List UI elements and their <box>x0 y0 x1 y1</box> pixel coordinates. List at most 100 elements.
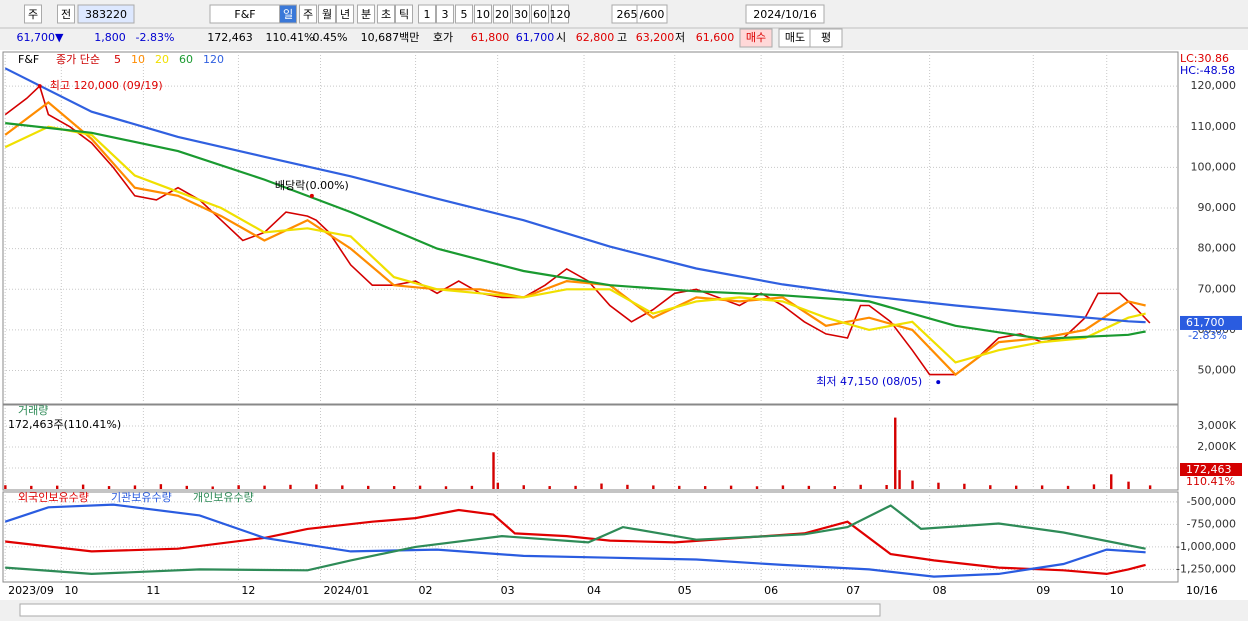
toolbar-button[interactable] <box>279 4 297 24</box>
quote-field: 1,800 <box>94 31 126 44</box>
toolbar-label: 20 <box>495 8 509 21</box>
volume-bar <box>392 486 396 489</box>
toolbar-button[interactable] <box>455 4 473 24</box>
volume-bar <box>1092 484 1096 489</box>
y-tick-label: 90,000 <box>1198 201 1237 214</box>
y-tick-label: 3,000K <box>1197 419 1236 432</box>
toolbar-button[interactable] <box>357 4 375 24</box>
x-tick-label: 07 <box>846 584 860 597</box>
volume-bar <box>55 485 59 489</box>
toolbar-label: /600 <box>640 8 665 21</box>
series-line <box>4 84 1151 376</box>
toolbar-button[interactable] <box>512 4 530 24</box>
last-volume-pct: 110.41% <box>1186 475 1235 488</box>
quote-field: 61,700▼ <box>17 31 64 44</box>
toolbar-label: 일 <box>283 7 293 21</box>
panel-subtitle: 172,463주(110.41%) <box>8 418 121 431</box>
order-button[interactable] <box>809 28 843 48</box>
volume-bar <box>211 486 214 489</box>
y-tick-label: 70,000 <box>1198 282 1237 295</box>
corner-stat: LC:30.86 <box>1180 52 1229 65</box>
toolbar-button[interactable] <box>377 4 395 24</box>
volume-bar <box>237 485 240 489</box>
series-line <box>5 122 1146 340</box>
toolbar-button[interactable] <box>418 4 436 24</box>
series-line <box>4 503 1146 578</box>
legend-entry: 기관보유수량 <box>111 491 172 504</box>
quote-field: 매수 <box>746 31 766 44</box>
holdings-panel <box>2 491 1179 583</box>
panel-title: 거래량 <box>18 404 48 417</box>
x-tick-label: 03 <box>501 584 515 597</box>
toolbar-label: 초 <box>381 8 391 21</box>
volume-bar <box>859 484 862 489</box>
toolbar-button[interactable] <box>395 4 413 24</box>
quote-field: 61,700 <box>516 31 555 44</box>
volume-panel <box>2 404 1179 491</box>
volume-bar <box>703 486 707 489</box>
legend-entry: 외국인보유수량 <box>18 491 89 504</box>
volume-bar <box>470 485 474 489</box>
toolbar-button[interactable] <box>745 4 825 24</box>
y-tick-label: 50,000 <box>1198 364 1237 377</box>
volume-bar <box>81 484 85 489</box>
series-line <box>4 125 1146 364</box>
y-tick-label: -1,250,000 <box>1176 562 1236 575</box>
volume-bar <box>548 486 551 489</box>
volume-bar <box>1127 481 1130 489</box>
toolbar-label: 60 <box>533 8 547 21</box>
x-tick-label: 02 <box>419 584 433 597</box>
volume-bar <box>185 485 188 489</box>
annotation: 배당락(0.00%) <box>275 179 349 192</box>
toolbar-button[interactable] <box>551 4 569 24</box>
volume-bar <box>1066 485 1070 489</box>
toolbar-button[interactable] <box>436 4 454 24</box>
toolbar-button[interactable] <box>336 4 354 24</box>
toolbar-button[interactable] <box>636 4 668 24</box>
toolbar-label: F&F <box>234 8 255 21</box>
quote-field: 고 <box>617 31 627 44</box>
y-tick-label: 120,000 <box>1191 79 1237 92</box>
volume-bar <box>937 482 940 489</box>
toolbar-label: 주 <box>303 8 313 21</box>
volume-bar <box>133 485 137 489</box>
toolbar-button[interactable] <box>57 4 75 24</box>
toolbar-button[interactable] <box>474 4 492 24</box>
x-tick-label: 06 <box>764 584 778 597</box>
volume-bar <box>1110 474 1113 489</box>
x-tick-label: 2023/09 <box>8 584 54 597</box>
toolbar-label: 5 <box>461 8 468 21</box>
volume-bar <box>444 486 448 489</box>
legend-entry: 120 <box>203 53 224 66</box>
quote-field: -2.83% <box>136 31 175 44</box>
price-panel <box>2 51 1179 405</box>
toolbar-button[interactable] <box>77 4 135 24</box>
quote-field: 시 <box>556 31 566 44</box>
quote-field: 63,200 <box>636 31 675 44</box>
last-price-box <box>1180 315 1242 330</box>
toolbar-button[interactable] <box>318 4 336 24</box>
toolbar-button[interactable] <box>299 4 317 24</box>
volume-bar <box>107 486 111 489</box>
volume-bar <box>367 485 370 489</box>
toolbar-label: 10 <box>476 8 490 21</box>
quote-field: 호가 <box>433 31 453 44</box>
x-tick-label: 10 <box>64 584 78 597</box>
annotation-point <box>309 193 314 198</box>
toolbar-button[interactable] <box>493 4 511 24</box>
quote-field: 매도 <box>785 31 805 44</box>
legend-entry: 60 <box>179 53 193 66</box>
toolbar-label: 2024/10/16 <box>753 8 816 21</box>
toolbar-button[interactable] <box>24 4 42 24</box>
order-button[interactable] <box>739 28 773 48</box>
scroll-thumb[interactable] <box>19 603 881 617</box>
toolbar-label: 30 <box>514 8 528 21</box>
toolbar-button[interactable] <box>531 4 549 24</box>
toolbar-label: 월 <box>322 8 332 21</box>
quote-field: 저 <box>675 31 685 44</box>
legend-entry: 개인보유수량 <box>193 491 254 504</box>
volume-bar <box>781 485 785 489</box>
toolbar-label: 년 <box>340 8 350 21</box>
y-tick-label: 80,000 <box>1198 242 1237 255</box>
volume-bar <box>263 485 266 489</box>
